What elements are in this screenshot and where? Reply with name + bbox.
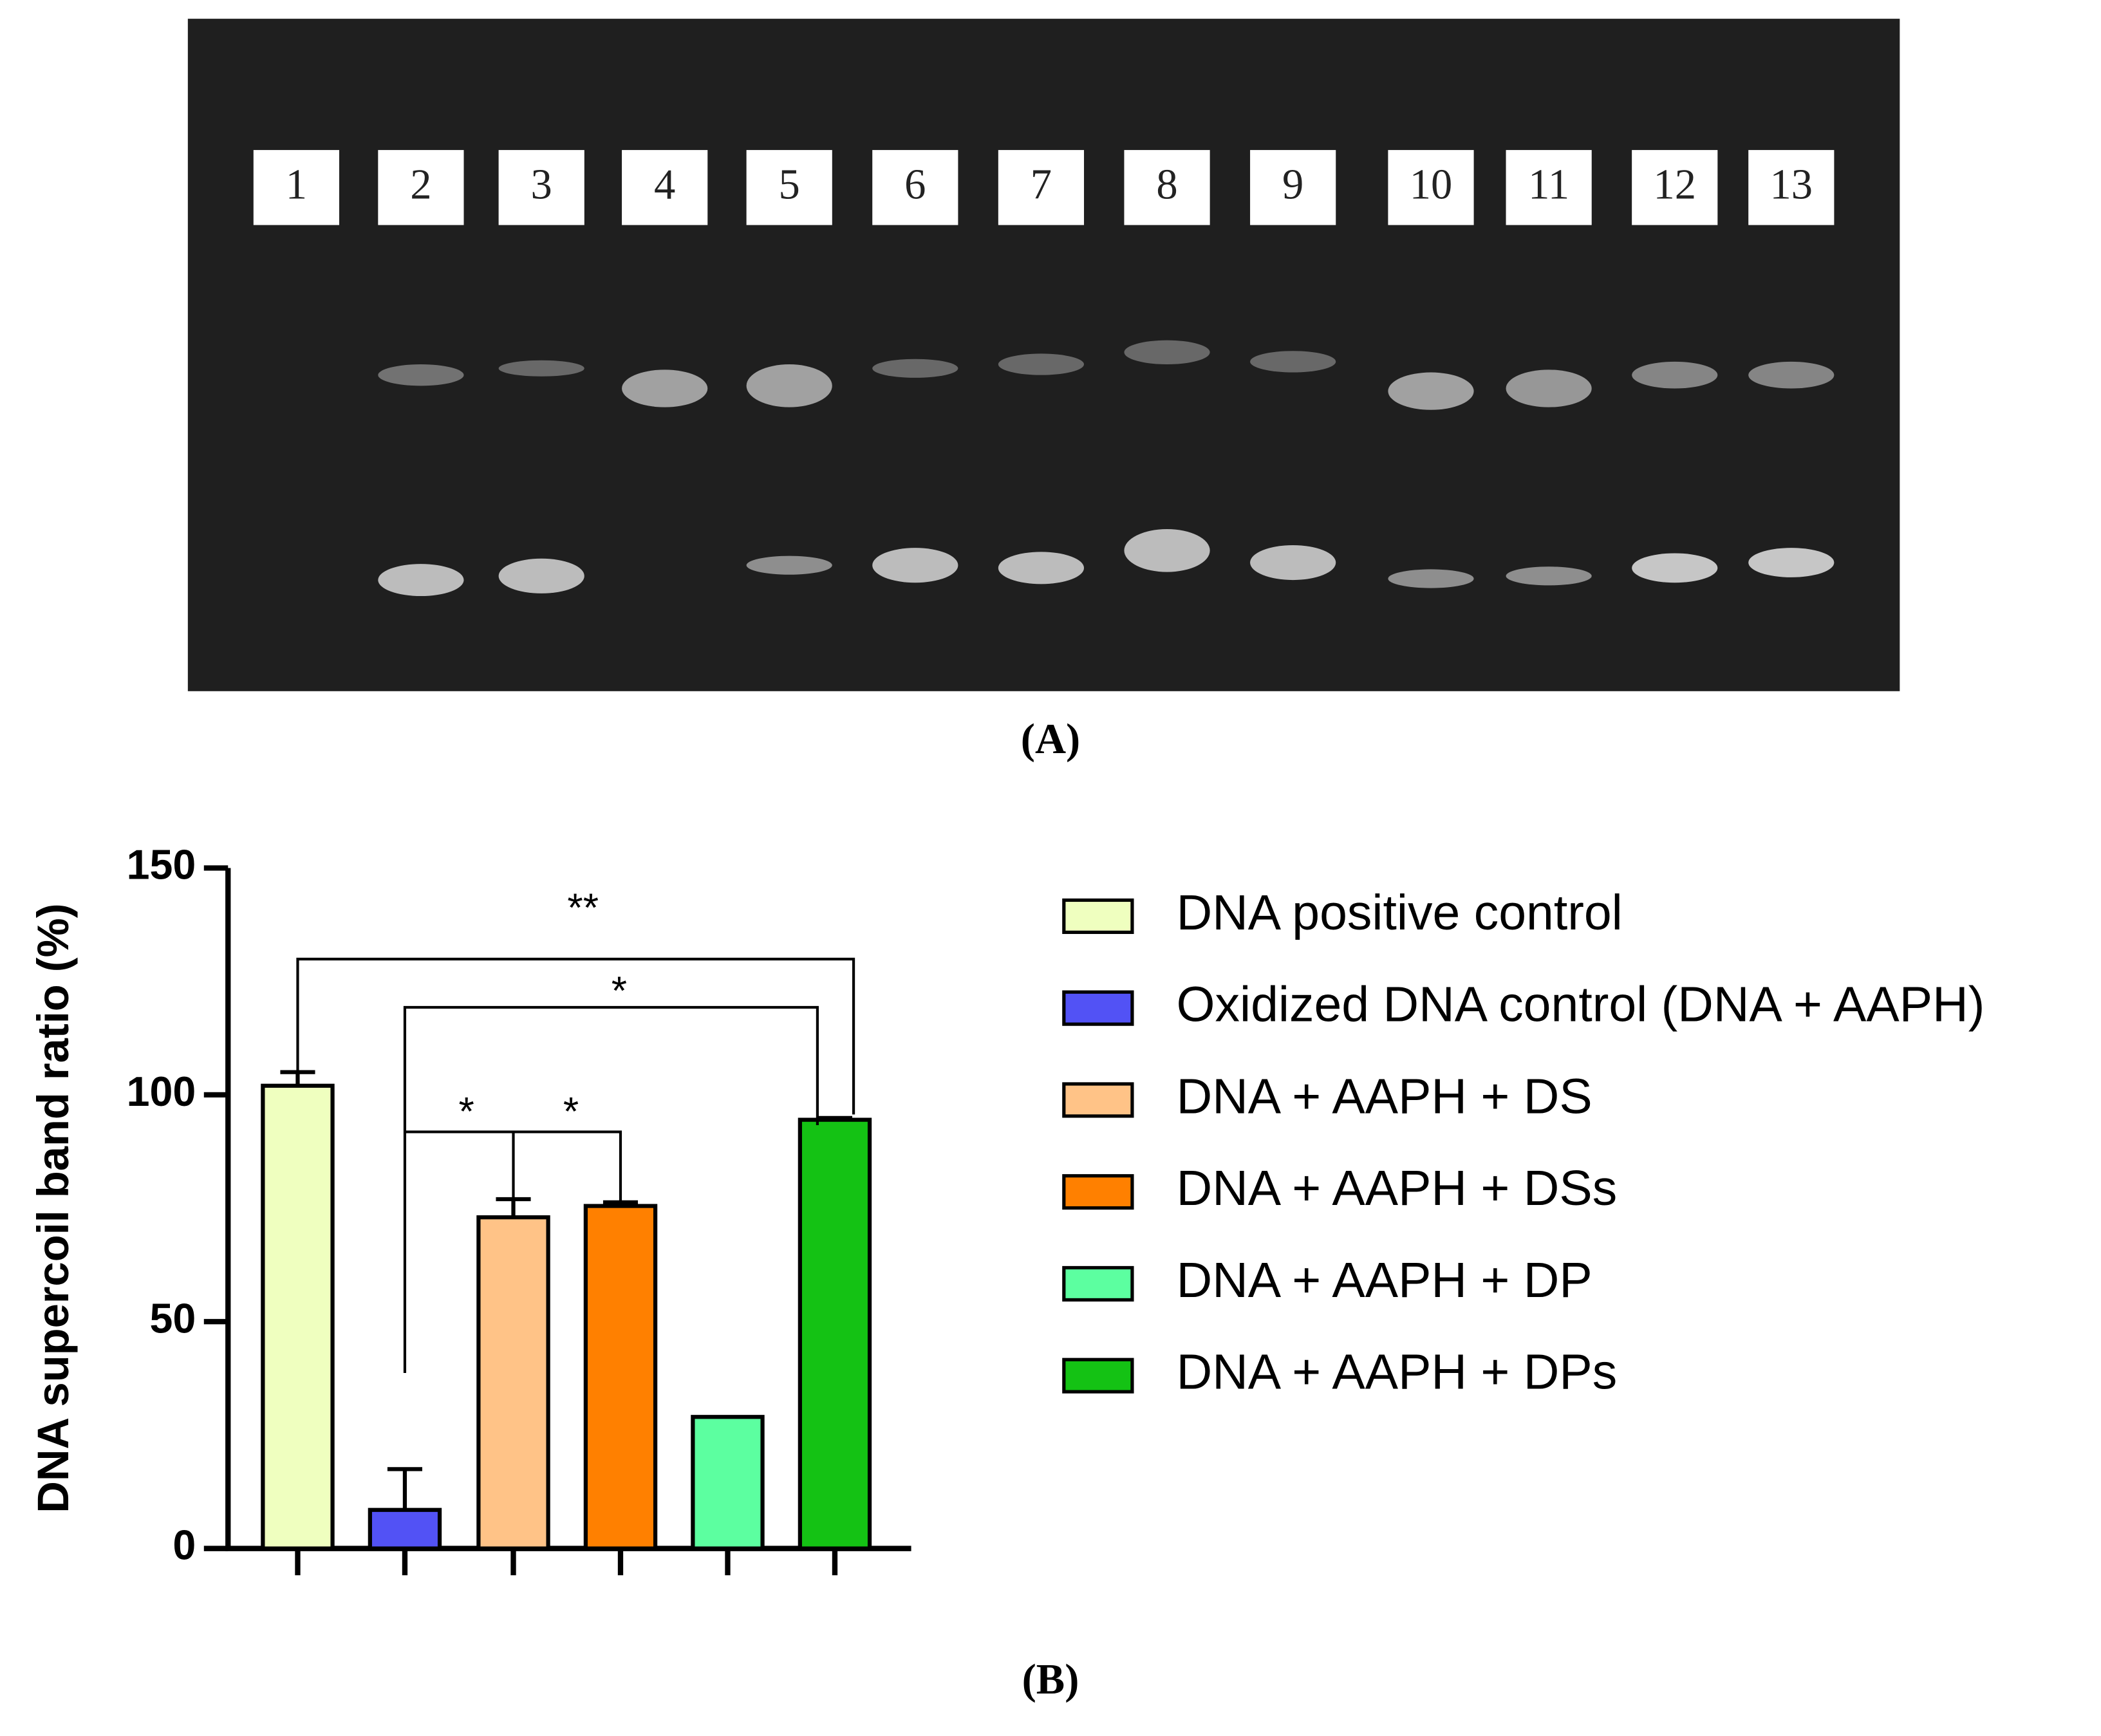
lane-label-box (1632, 150, 1718, 225)
legend-label: DNA + AAPH + DS (1177, 1069, 1592, 1124)
legend-label: DNA positive control (1177, 885, 1623, 940)
lane-label: 5 (779, 162, 800, 209)
gel-band (1748, 548, 1835, 577)
gel-band (1632, 553, 1718, 583)
legend-swatch (1062, 1358, 1134, 1394)
lane-label: 4 (654, 162, 675, 209)
error-bar (387, 1467, 423, 1510)
gel-band (1506, 566, 1592, 586)
bar (368, 1507, 442, 1551)
gel-band (1124, 529, 1210, 572)
legend-swatch (1062, 1174, 1134, 1210)
bar (691, 1415, 765, 1551)
gel-band (1388, 569, 1474, 588)
lane-label-box (1124, 150, 1210, 225)
bar (476, 1215, 550, 1551)
gel-band (378, 564, 464, 597)
lane-label: 10 (1410, 162, 1453, 209)
legend-swatch (1062, 1082, 1134, 1118)
lane-label-box (622, 150, 708, 225)
y-tick-label: 0 (173, 1522, 196, 1569)
gel-band (1632, 361, 1718, 389)
y-axis-label: DNA supercoil band ratio (%) (28, 903, 78, 1513)
panel-label: (B) (1022, 1656, 1079, 1703)
error-bar (817, 1115, 853, 1120)
legend-swatch (1062, 990, 1134, 1026)
gel-band (998, 552, 1085, 584)
bar (261, 1083, 335, 1551)
legend-swatch (1062, 1265, 1134, 1302)
lane-label: 12 (1653, 162, 1696, 209)
gel-band (1124, 340, 1210, 365)
bar (583, 1204, 658, 1551)
y-tick-label: 150 (127, 842, 196, 888)
gel-band (1250, 351, 1336, 373)
lane-label-box (1506, 150, 1592, 225)
error-bar (280, 1070, 315, 1086)
lane-label-box (1748, 150, 1835, 225)
lane-label: 11 (1528, 162, 1569, 209)
legend-label: Oxidized DNA control (DNA + AAPH) (1177, 977, 1985, 1032)
significance-bracket (296, 957, 855, 1115)
gel-band (378, 364, 464, 386)
lane-label-box (872, 150, 958, 225)
significance-label: * (563, 1089, 579, 1134)
significance-bracket (403, 1005, 819, 1374)
lane-label-box (998, 150, 1085, 225)
significance-bracket (404, 1130, 622, 1206)
gel-band (1250, 545, 1336, 581)
gel-band (498, 360, 584, 377)
panel-label: (A) (1021, 716, 1080, 763)
lane-label: 3 (531, 162, 552, 209)
gel: 1 2 3 4 5 6 7 8 9 10 11 12 13 (253, 150, 1835, 597)
gel-band (998, 353, 1085, 375)
gel-band (872, 359, 958, 378)
gel-band (746, 364, 832, 407)
lane-label-box (378, 150, 464, 225)
gel-band (1748, 361, 1835, 389)
lane-label: 1 (286, 162, 307, 209)
legend-swatch (1062, 898, 1134, 934)
significance-label: * (459, 1089, 474, 1134)
gel-band (498, 558, 584, 593)
legend-label: DNA + AAPH + DSs (1177, 1161, 1618, 1216)
y-tick-label: 50 (150, 1295, 196, 1341)
lane-label: 6 (904, 162, 926, 209)
significance-label: * (612, 969, 627, 1014)
gel-band (622, 369, 708, 407)
bar (798, 1117, 872, 1551)
lane-label: 2 (410, 162, 431, 209)
legend-label: DNA + AAPH + DPs (1177, 1345, 1618, 1400)
gel-band (872, 548, 958, 583)
lane-label: 8 (1156, 162, 1177, 209)
gel-band (746, 555, 832, 575)
legend-label: DNA + AAPH + DP (1177, 1253, 1592, 1308)
y-tick-label: 100 (127, 1069, 196, 1115)
lane-label-box (1250, 150, 1336, 225)
significance-label: ** (567, 886, 599, 931)
lane-label-box (1388, 150, 1474, 225)
lane-label-box (253, 150, 339, 225)
lane-label: 13 (1770, 162, 1813, 209)
gel-band (1506, 369, 1592, 407)
lane-label: 9 (1282, 162, 1303, 209)
lane-label-box (746, 150, 832, 225)
gel-band (1388, 372, 1474, 410)
lane-label-box (498, 150, 584, 225)
lane-label: 7 (1031, 162, 1052, 209)
